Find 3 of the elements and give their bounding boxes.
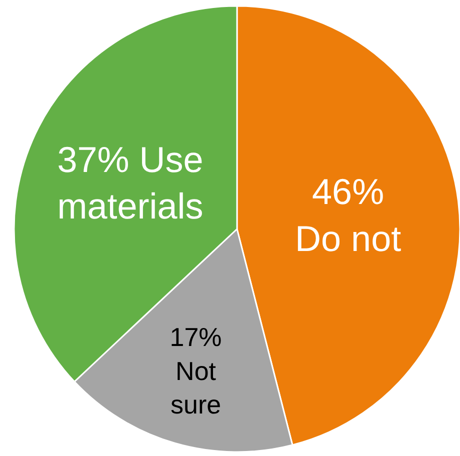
data-label: 17% Not sure [170,322,222,420]
data-label: 37% Use materials [57,138,204,227]
data-label: 46% Do not [295,171,402,259]
